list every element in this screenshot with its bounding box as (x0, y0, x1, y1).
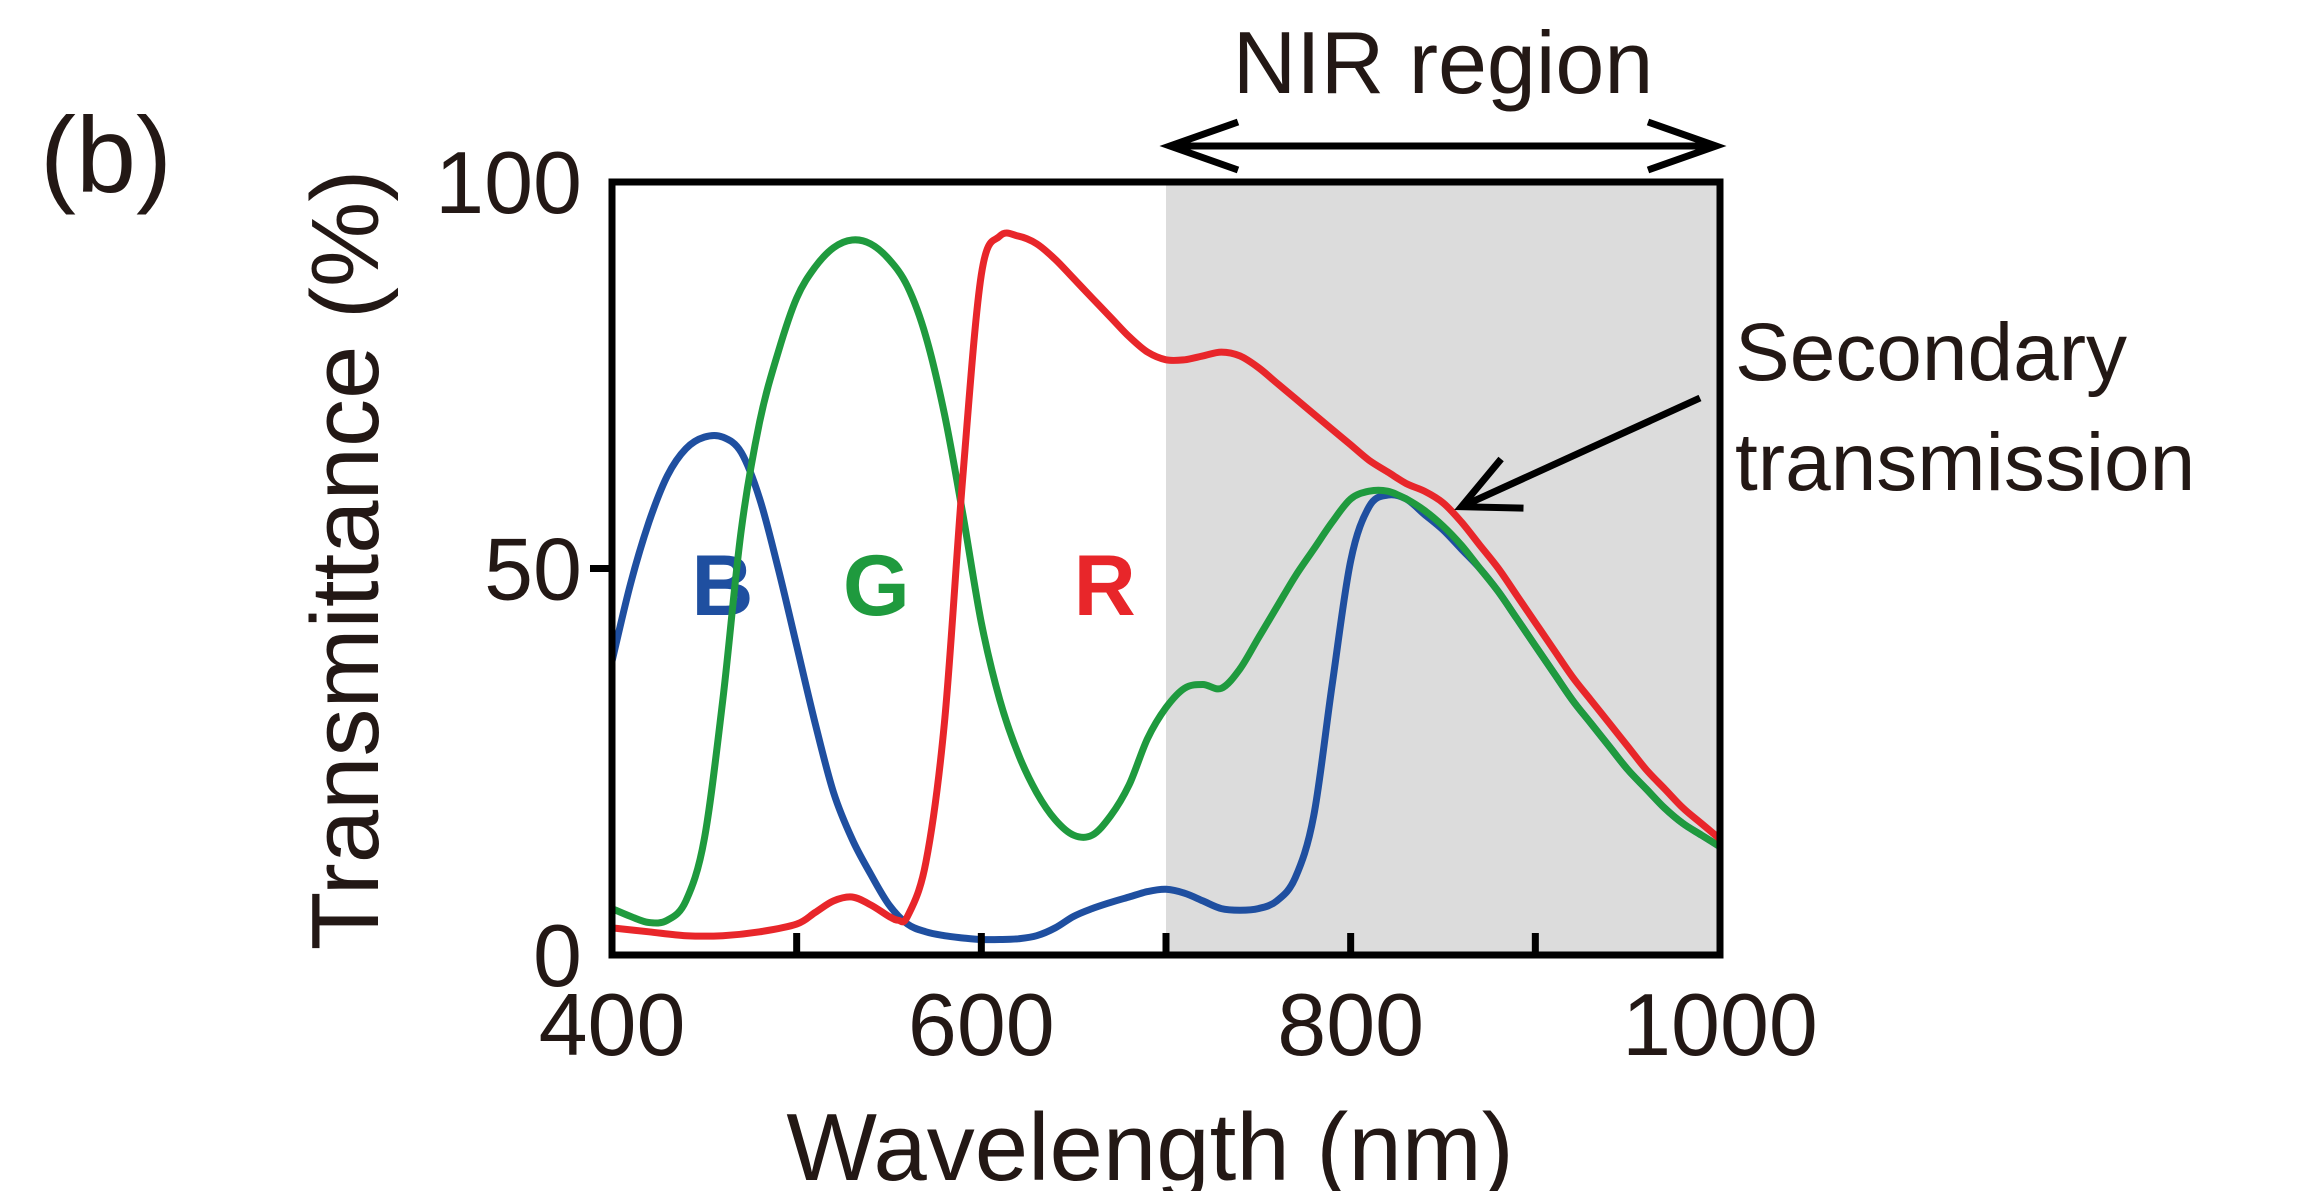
nir-arrow-left-head (1159, 118, 1240, 174)
nir-arrow-right-head (1646, 118, 1727, 174)
y-axis-title: Transmittance (%) (292, 170, 399, 951)
y-tick-label-100: 100 (435, 133, 582, 232)
x-tick-label-800: 800 (1277, 975, 1424, 1074)
annotation-arrow-head (1454, 456, 1524, 512)
series-g-line (608, 236, 1724, 927)
nir-region-arrow (1159, 118, 1727, 174)
tick-layer: 400 600 800 1000 0 50 100 (435, 133, 1818, 1074)
y-tick-label-50: 50 (484, 520, 582, 619)
series-g-label: G (843, 538, 910, 634)
annotation-arrow (1454, 394, 1702, 512)
x-tick-label-400: 400 (539, 975, 686, 1074)
panel-label: (b) (40, 94, 172, 215)
annotation-arrow-shaft (1460, 394, 1702, 510)
x-tick-label-600: 600 (908, 975, 1055, 1074)
series-b-label: B (691, 538, 753, 634)
x-axis-title: Wavelength (nm) (786, 1094, 1513, 1191)
nir-region-shading (1166, 182, 1720, 955)
y-tick-label-0: 0 (533, 906, 582, 1005)
annotation-line-1: Secondary (1735, 307, 2127, 398)
series-r-label: R (1074, 538, 1136, 634)
nir-region-label: NIR region (1233, 13, 1654, 112)
annotation-line-2: transmission (1735, 417, 2195, 508)
series-r-line (608, 229, 1724, 940)
x-tick-label-1000: 1000 (1622, 975, 1818, 1074)
